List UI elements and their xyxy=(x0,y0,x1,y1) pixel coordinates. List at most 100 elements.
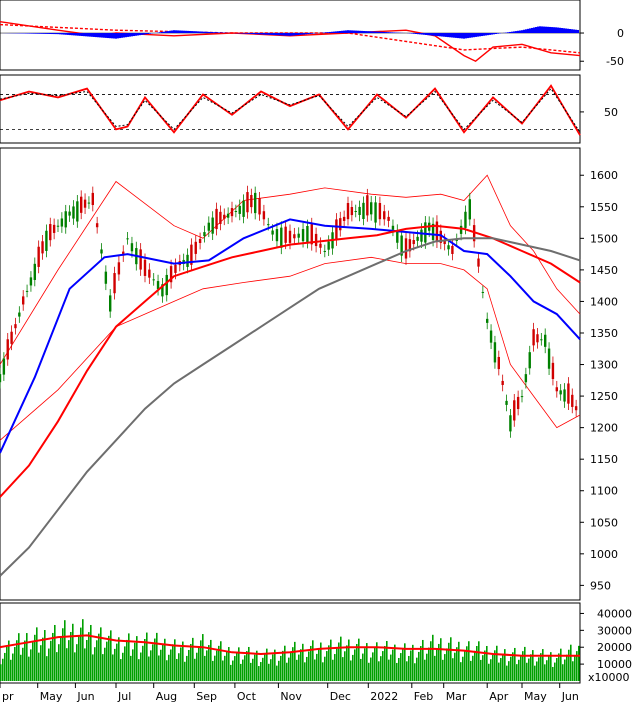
volume-bar xyxy=(34,634,36,681)
candle-body xyxy=(293,234,296,239)
candle-body xyxy=(194,241,197,254)
candle-body xyxy=(509,415,512,432)
volume-bar xyxy=(218,645,220,681)
volume-bar xyxy=(466,646,468,681)
volume-bar xyxy=(242,659,244,681)
volume-bar xyxy=(490,659,492,681)
candle-body xyxy=(536,334,539,343)
candle-body xyxy=(374,202,377,223)
volume-bar xyxy=(330,639,332,681)
candle-body xyxy=(451,245,454,254)
volume-bar xyxy=(542,649,544,681)
volume-bar xyxy=(528,658,530,681)
volume-bar xyxy=(78,635,80,681)
candle-body xyxy=(335,219,338,240)
candle-body xyxy=(76,201,79,222)
stochastic-k-line xyxy=(0,84,581,136)
price-tick-label: 1250 xyxy=(590,390,618,403)
volume-bar xyxy=(516,664,518,681)
candle-body xyxy=(219,211,222,224)
candle-body xyxy=(412,240,415,245)
candle-body xyxy=(559,390,562,395)
month-label: Sep xyxy=(196,690,217,703)
volume-bar xyxy=(540,653,542,681)
volume-bar xyxy=(538,657,540,681)
volume-bar xyxy=(576,651,578,681)
candle-body xyxy=(528,352,531,369)
candle-body xyxy=(130,243,134,252)
volume-bar xyxy=(236,651,238,681)
volume-bar xyxy=(48,648,50,681)
volume-bar xyxy=(66,648,68,681)
candle-body xyxy=(109,295,112,312)
volume-bar xyxy=(96,640,98,681)
volume-bar xyxy=(32,642,34,681)
volume-bar xyxy=(174,639,176,681)
volume-bar xyxy=(408,655,410,681)
month-label: Jul xyxy=(117,690,131,703)
volume-bar xyxy=(328,645,330,681)
price-tick-label: 1150 xyxy=(590,453,618,466)
volume-bar xyxy=(402,648,404,681)
candle-body xyxy=(49,224,52,241)
candle-body xyxy=(520,396,524,398)
volume-bar xyxy=(392,649,394,681)
candle-body xyxy=(45,230,48,251)
candle-body xyxy=(350,206,354,216)
volume-bar xyxy=(502,653,504,681)
candle-body xyxy=(246,192,249,213)
candle-body xyxy=(431,223,435,241)
volume-bar xyxy=(464,651,466,681)
candle-body xyxy=(143,259,147,276)
volume-bar xyxy=(238,647,240,681)
volume-bar xyxy=(64,620,66,681)
candle-body xyxy=(501,380,504,385)
month-label: Feb xyxy=(414,690,433,703)
candle-body xyxy=(544,334,547,347)
volume-bar xyxy=(102,654,104,681)
candle-body xyxy=(493,342,497,363)
volume-bar xyxy=(164,638,166,681)
price-tick-label: 1600 xyxy=(590,169,618,182)
price-tick-label: 1500 xyxy=(590,232,618,245)
volume-bar xyxy=(484,650,486,681)
volume-bar xyxy=(550,652,552,681)
volume-bar xyxy=(560,648,562,681)
volume-bar xyxy=(122,652,124,681)
candle-body xyxy=(447,245,450,250)
candle-body xyxy=(14,324,17,329)
volume-bar xyxy=(554,662,556,681)
volume-bar xyxy=(532,650,534,681)
volume-bar xyxy=(366,643,368,681)
volume-bar xyxy=(184,661,186,681)
volume-bar xyxy=(156,632,158,681)
volume-bar xyxy=(166,660,168,681)
stochastic-panel-frame xyxy=(0,74,581,144)
volume-bar xyxy=(520,655,522,681)
volume-bar xyxy=(28,656,30,681)
candle-body xyxy=(327,241,330,250)
candle-body xyxy=(513,400,516,421)
volume-bar xyxy=(190,643,192,681)
candle-body xyxy=(370,202,373,215)
candle-body xyxy=(551,362,555,380)
volume-bar xyxy=(578,645,580,681)
candle-body xyxy=(190,244,193,265)
volume-bar xyxy=(478,641,480,681)
volume-average-line xyxy=(0,634,580,657)
volume-bar xyxy=(438,643,440,681)
candle-body xyxy=(83,199,87,208)
volume-bar xyxy=(468,641,470,681)
volume-unit-label: x10000 xyxy=(588,671,630,684)
volume-bar xyxy=(356,643,358,681)
macd-tick-label: 0 xyxy=(617,27,624,40)
volume-bar xyxy=(92,654,94,681)
volume-bar xyxy=(146,632,148,681)
candle-body xyxy=(223,214,226,219)
volume-bar xyxy=(412,644,414,681)
volume-bar xyxy=(530,654,532,681)
candle-body xyxy=(148,269,151,278)
volume-bar xyxy=(536,661,538,681)
volume-bar xyxy=(446,648,448,681)
